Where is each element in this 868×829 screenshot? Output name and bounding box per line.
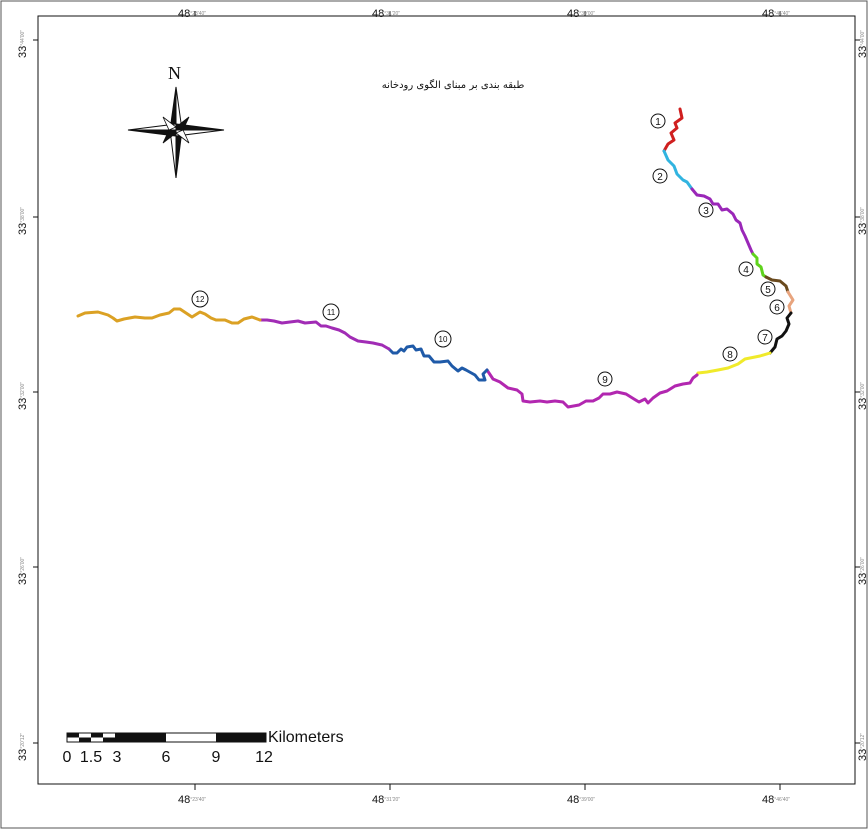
river-segment-10 bbox=[387, 344, 489, 382]
bottom-tick-label-2: 48°31'20" bbox=[372, 794, 400, 806]
segment-labels: 1 2 3 4 5 6 7 8 9 10 11 12 bbox=[191, 113, 785, 387]
scale-label-1-5: 1.5 bbox=[80, 749, 102, 766]
scale-unit-label: Kilometers bbox=[268, 729, 344, 746]
river-segment-8 bbox=[695, 351, 772, 377]
river-segment-12 bbox=[76, 307, 262, 325]
segment-label-12: 12 bbox=[191, 290, 209, 308]
right-tick-label-5: 33°20'12" bbox=[857, 733, 868, 761]
right-tick-label-1: 33°44'00" bbox=[857, 30, 868, 58]
right-tick-label-3: 33°32'00" bbox=[857, 382, 868, 410]
river-segment-9 bbox=[485, 368, 699, 409]
segment-label-9: 9 bbox=[597, 371, 613, 387]
scale-label-12: 12 bbox=[255, 749, 273, 766]
bottom-tick-label-4: 48°46'40" bbox=[762, 794, 790, 806]
svg-text:6: 6 bbox=[774, 303, 780, 314]
top-tick-label-1: 48°23'40" bbox=[178, 8, 206, 20]
left-tick-label-2: 33°38'00" bbox=[17, 207, 29, 235]
svg-text:8: 8 bbox=[727, 350, 733, 361]
svg-text:4: 4 bbox=[743, 265, 749, 276]
left-tick-label-4: 33°26'00" bbox=[17, 557, 29, 585]
scale-label-6: 6 bbox=[162, 749, 171, 766]
scale-label-9: 9 bbox=[212, 749, 221, 766]
river-segment-6 bbox=[786, 290, 795, 315]
segment-label-10: 10 bbox=[434, 330, 452, 348]
svg-text:10: 10 bbox=[439, 335, 448, 344]
segment-label-8: 8 bbox=[722, 346, 738, 362]
segment-label-1: 1 bbox=[650, 113, 666, 129]
svg-text:7: 7 bbox=[762, 333, 768, 344]
svg-text:9: 9 bbox=[602, 375, 608, 386]
river-segment-2 bbox=[662, 149, 694, 191]
bottom-tick-label-3: 48°39'00" bbox=[567, 794, 595, 806]
svg-text:3: 3 bbox=[703, 206, 709, 217]
river-segment-11 bbox=[258, 318, 391, 351]
top-tick-label-4: 48°46'40" bbox=[762, 8, 790, 20]
bottom-tick-label-1: 48°23'40" bbox=[178, 794, 206, 806]
segment-label-4: 4 bbox=[738, 261, 754, 277]
river-segment-1 bbox=[662, 107, 684, 153]
left-tick-label-3: 33°32'00" bbox=[17, 382, 29, 410]
river-segment-3 bbox=[690, 187, 755, 256]
segment-label-5: 5 bbox=[760, 281, 776, 297]
bottom-grid-ticks: 48°23'40" 48°31'20" 48°39'00" 48°46'40" bbox=[178, 784, 790, 806]
river-segment-5 bbox=[764, 275, 790, 294]
segment-label-7: 7 bbox=[757, 329, 773, 345]
left-tick-label-5: 33°20'12" bbox=[17, 733, 29, 761]
river-segment-4 bbox=[751, 252, 768, 279]
left-grid-ticks: 33°44'00" 33°38'00" 33°32'00" 33°26'00" … bbox=[17, 30, 38, 761]
segment-label-6: 6 bbox=[769, 299, 785, 315]
right-grid-ticks: 33°44'00" 33°38'00" 33°32'00" 33°26'00" … bbox=[855, 30, 868, 761]
svg-text:2: 2 bbox=[657, 172, 663, 183]
river-segments bbox=[76, 107, 795, 409]
north-label: N bbox=[168, 63, 181, 83]
svg-text:1: 1 bbox=[655, 117, 661, 128]
svg-text:5: 5 bbox=[765, 285, 771, 296]
scale-label-3: 3 bbox=[113, 749, 122, 766]
segment-label-11: 11 bbox=[322, 303, 340, 321]
svg-text:11: 11 bbox=[327, 308, 336, 317]
left-tick-label-1: 33°44'00" bbox=[17, 30, 29, 58]
right-tick-label-4: 33°26'00" bbox=[857, 557, 868, 585]
segment-label-3: 3 bbox=[698, 202, 714, 218]
scale-label-0: 0 bbox=[63, 749, 72, 766]
svg-text:12: 12 bbox=[196, 295, 205, 304]
right-tick-label-2: 33°38'00" bbox=[857, 207, 868, 235]
scale-bar: 0 1.5 3 6 9 12 Kilometers bbox=[63, 729, 344, 766]
top-grid-ticks: 48°23'40" 48°31'20" 48°39'00" 48°46'40" bbox=[178, 8, 790, 20]
north-arrow-icon: N bbox=[127, 63, 225, 179]
segment-label-2: 2 bbox=[652, 168, 668, 184]
top-tick-label-3: 48°39'00" bbox=[567, 8, 595, 20]
river-segment-7 bbox=[768, 311, 793, 355]
top-tick-label-2: 48°31'20" bbox=[372, 8, 400, 20]
map-title: طبقه بندی بر مبنای الگوی رودخانه bbox=[382, 79, 525, 91]
